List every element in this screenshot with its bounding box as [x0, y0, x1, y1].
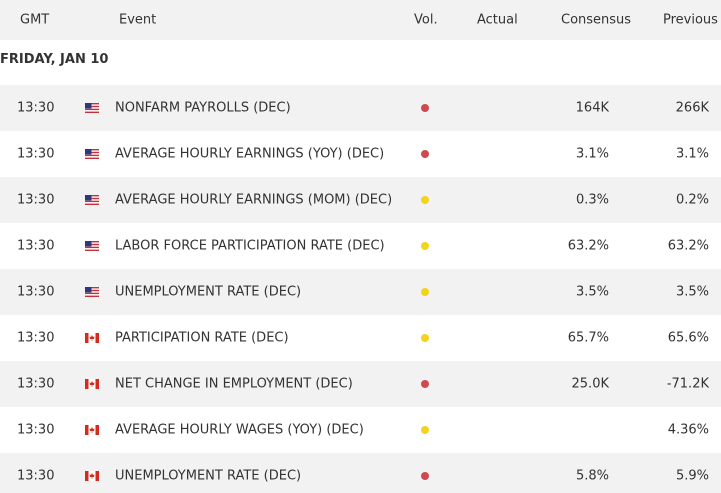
volatility-dot: [421, 380, 429, 388]
volatility-dot: [421, 334, 429, 342]
date-heading: FRIDAY, JAN 10: [0, 52, 109, 67]
column-header[interactable]: Event: [119, 12, 157, 28]
event-time: 13:30: [17, 284, 55, 300]
event-name: LABOR FORCE PARTICIPATION RATE (DEC): [115, 238, 385, 254]
previous-value: 0.2%: [675, 192, 709, 208]
column-header[interactable]: Consensus: [561, 12, 632, 28]
event-name: AVERAGE HOURLY EARNINGS (MOM) (DEC): [115, 192, 393, 208]
previous-value: 3.5%: [675, 284, 709, 300]
country-flag: [85, 195, 99, 205]
volatility-dot: [421, 288, 429, 296]
consensus-value: 5.8%: [575, 468, 609, 484]
event-name: AVERAGE HOURLY EARNINGS (YOY) (DEC): [115, 146, 385, 162]
country-flag: [85, 241, 99, 251]
column-header[interactable]: Vol.: [414, 12, 438, 28]
event-time: 13:30: [17, 192, 55, 208]
event-time: 13:30: [17, 468, 55, 484]
volatility-dot: [421, 242, 429, 250]
event-name: PARTICIPATION RATE (DEC): [115, 330, 289, 346]
previous-value: 5.9%: [675, 468, 709, 484]
event-name: NONFARM PAYROLLS (DEC): [115, 100, 291, 116]
consensus-value: 164K: [575, 100, 609, 116]
column-header[interactable]: Actual: [477, 12, 518, 28]
previous-value: 266K: [675, 100, 709, 116]
consensus-value: 3.1%: [575, 146, 609, 162]
event-name: UNEMPLOYMENT RATE (DEC): [115, 468, 302, 484]
event-row[interactable]: 13:30 LABOR FORCE PARTICIPATION RATE (DEC…: [0, 223, 721, 269]
event-row[interactable]: 13:30 PARTICIPATION RATE (DEC) 65.7% 65.6%: [0, 315, 721, 361]
volatility-dot: [421, 196, 429, 204]
consensus-value: 63.2%: [567, 238, 609, 254]
column-header[interactable]: Previous: [663, 12, 718, 28]
previous-value: 4.36%: [667, 422, 709, 438]
event-row[interactable]: 13:30 AVERAGE HOURLY WAGES (YOY) (DEC) 4.3…: [0, 407, 721, 453]
event-row[interactable]: 13:30 AVERAGE HOURLY EARNINGS (YOY) (DEC)…: [0, 131, 721, 177]
previous-value: 3.1%: [675, 146, 709, 162]
event-time: 13:30: [17, 100, 55, 116]
event-row[interactable]: 13:30 UNEMPLOYMENT RATE (DEC) 5.8% 5.9%: [0, 453, 721, 493]
consensus-value: 65.7%: [567, 330, 609, 346]
country-flag: [85, 471, 99, 481]
country-flag: [85, 379, 99, 389]
event-time: 13:30: [17, 422, 55, 438]
volatility-dot: [421, 104, 429, 112]
event-name: UNEMPLOYMENT RATE (DEC): [115, 284, 302, 300]
column-header[interactable]: GMT: [20, 12, 50, 28]
event-row[interactable]: 13:30 AVERAGE HOURLY EARNINGS (MOM) (DEC)…: [0, 177, 721, 223]
consensus-value: 0.3%: [575, 192, 609, 208]
event-time: 13:30: [17, 330, 55, 346]
volatility-dot: [421, 472, 429, 480]
previous-value: 63.2%: [667, 238, 709, 254]
consensus-value: 3.5%: [575, 284, 609, 300]
event-name: AVERAGE HOURLY WAGES (YOY) (DEC): [115, 422, 364, 438]
country-flag: [85, 149, 99, 159]
country-flag: [85, 425, 99, 435]
volatility-dot: [421, 426, 429, 434]
consensus-value: 25.0K: [571, 376, 609, 392]
event-time: 13:30: [17, 238, 55, 254]
country-flag: [85, 333, 99, 343]
volatility-dot: [421, 150, 429, 158]
previous-value: 65.6%: [667, 330, 709, 346]
event-row[interactable]: 13:30 UNEMPLOYMENT RATE (DEC) 3.5% 3.5%: [0, 269, 721, 315]
country-flag: [85, 287, 99, 297]
event-row[interactable]: 13:30 NET CHANGE IN EMPLOYMENT (DEC) 25.0K…: [0, 361, 721, 407]
table-header: GMT Event Vol. Actual Consensus Previous: [0, 0, 721, 40]
event-row[interactable]: 13:30 NONFARM PAYROLLS (DEC) 164K 266K: [0, 85, 721, 131]
event-time: 13:30: [17, 376, 55, 392]
previous-value: -71.2K: [666, 376, 709, 392]
event-time: 13:30: [17, 146, 55, 162]
event-name: NET CHANGE IN EMPLOYMENT (DEC): [115, 376, 353, 392]
country-flag: [85, 103, 99, 113]
